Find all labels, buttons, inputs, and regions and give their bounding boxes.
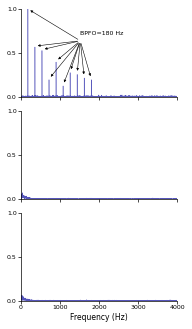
X-axis label: Frequency (Hz): Frequency (Hz) — [70, 313, 128, 322]
Text: BPFO=180 Hz: BPFO=180 Hz — [80, 31, 124, 37]
